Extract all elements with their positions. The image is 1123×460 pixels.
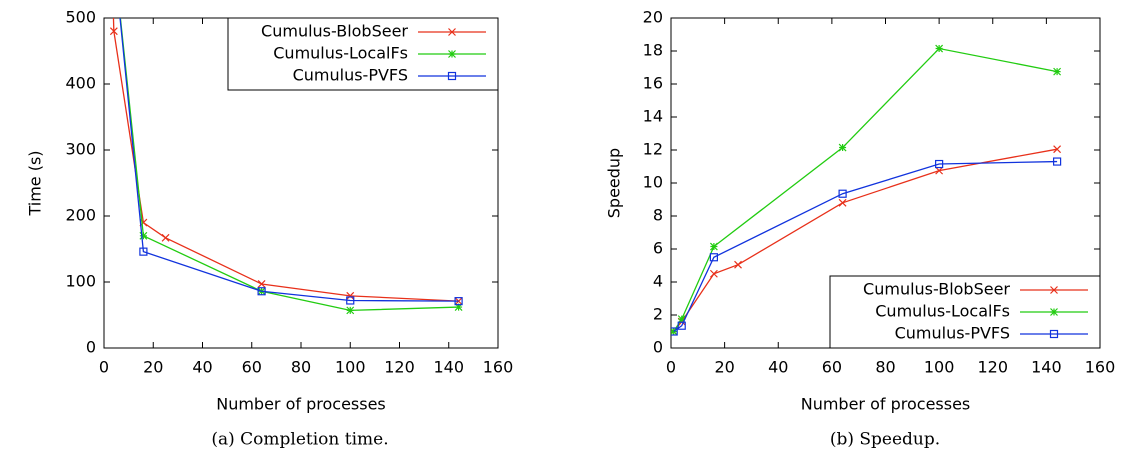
x-axis-label: Number of processes <box>801 395 971 414</box>
marker <box>139 231 148 240</box>
x-tick-label: 100 <box>335 358 366 377</box>
marker <box>709 242 718 251</box>
legend-marker <box>1050 286 1058 294</box>
x-tick-label: 120 <box>384 358 415 377</box>
y-tick-label: 18 <box>643 41 663 60</box>
legend-marker <box>1050 308 1058 316</box>
legend-label: Cumulus-PVFS <box>293 66 408 85</box>
marker <box>454 297 463 306</box>
marker <box>671 327 678 336</box>
y-axis-label: Time (s) <box>26 150 45 216</box>
y-tick-label: 12 <box>643 140 663 159</box>
series-line <box>119 18 459 302</box>
y-tick-label: 8 <box>653 206 663 225</box>
x-tick-label: 0 <box>99 358 109 377</box>
legend-label: Cumulus-LocalFs <box>273 44 408 63</box>
legend-marker <box>448 50 456 58</box>
caption: (b) Speedup. <box>830 430 940 450</box>
marker <box>709 253 719 262</box>
y-tick-label: 400 <box>65 74 96 93</box>
plot-area <box>109 18 463 315</box>
y-tick-label: 10 <box>643 173 663 192</box>
x-tick-label: 80 <box>875 358 895 377</box>
legend-label: Cumulus-LocalFs <box>875 302 1010 321</box>
x-axis-label: Number of processes <box>216 395 386 414</box>
x-tick-label: 0 <box>666 358 676 377</box>
marker <box>257 280 266 288</box>
x-tick-label: 140 <box>433 358 464 377</box>
x-tick-label: 120 <box>977 358 1008 377</box>
caption: (a) Completion time. <box>211 430 388 450</box>
x-tick-label: 140 <box>1031 358 1062 377</box>
legend-marker <box>1049 329 1059 339</box>
y-tick-label: 2 <box>653 305 663 324</box>
marker <box>838 198 847 207</box>
plot-area <box>671 44 1062 336</box>
marker <box>935 44 944 53</box>
marker <box>935 166 944 175</box>
legend-label: Cumulus-BlobSeer <box>863 280 1010 299</box>
marker <box>677 315 686 324</box>
y-tick-label: 16 <box>643 74 663 93</box>
x-tick-label: 160 <box>483 358 514 377</box>
series-line <box>673 160 1058 333</box>
marker <box>346 296 355 305</box>
marker <box>109 27 118 36</box>
marker <box>677 321 686 330</box>
x-tick-label: 20 <box>714 358 734 377</box>
y-tick-label: 0 <box>653 338 663 357</box>
y-tick-label: 100 <box>65 272 96 291</box>
x-tick-label: 60 <box>242 358 262 377</box>
marker <box>1052 157 1062 166</box>
marker <box>161 233 170 242</box>
marker <box>709 269 718 278</box>
y-tick-label: 20 <box>643 8 663 27</box>
y-tick-label: 4 <box>653 272 663 291</box>
marker <box>1053 67 1062 76</box>
y-tick-label: 0 <box>86 338 96 357</box>
x-tick-label: 80 <box>291 358 311 377</box>
marker <box>346 291 355 300</box>
y-tick-label: 200 <box>65 206 96 225</box>
x-tick-label: 100 <box>924 358 955 377</box>
marker <box>139 247 148 256</box>
x-tick-label: 40 <box>192 358 212 377</box>
marker <box>671 327 678 336</box>
marker <box>257 287 266 296</box>
y-tick-label: 300 <box>65 140 96 159</box>
legend-label: Cumulus-PVFS <box>895 324 1010 343</box>
marker <box>1053 145 1062 154</box>
marker <box>346 306 355 315</box>
y-tick-label: 500 <box>65 8 96 27</box>
marker <box>838 143 847 152</box>
legend-marker <box>447 71 457 81</box>
y-tick-label: 6 <box>653 239 663 258</box>
x-tick-label: 20 <box>143 358 163 377</box>
marker <box>935 159 944 169</box>
legend-label: Cumulus-BlobSeer <box>261 22 408 41</box>
marker <box>838 189 847 198</box>
x-tick-label: 40 <box>768 358 788 377</box>
x-tick-label: 160 <box>1085 358 1116 377</box>
series-line <box>119 18 459 312</box>
marker <box>454 303 463 312</box>
y-tick-label: 14 <box>643 107 663 126</box>
x-tick-label: 60 <box>822 358 842 377</box>
y-axis-label: Speedup <box>605 148 624 218</box>
marker <box>734 260 742 269</box>
legend-marker <box>448 28 456 36</box>
